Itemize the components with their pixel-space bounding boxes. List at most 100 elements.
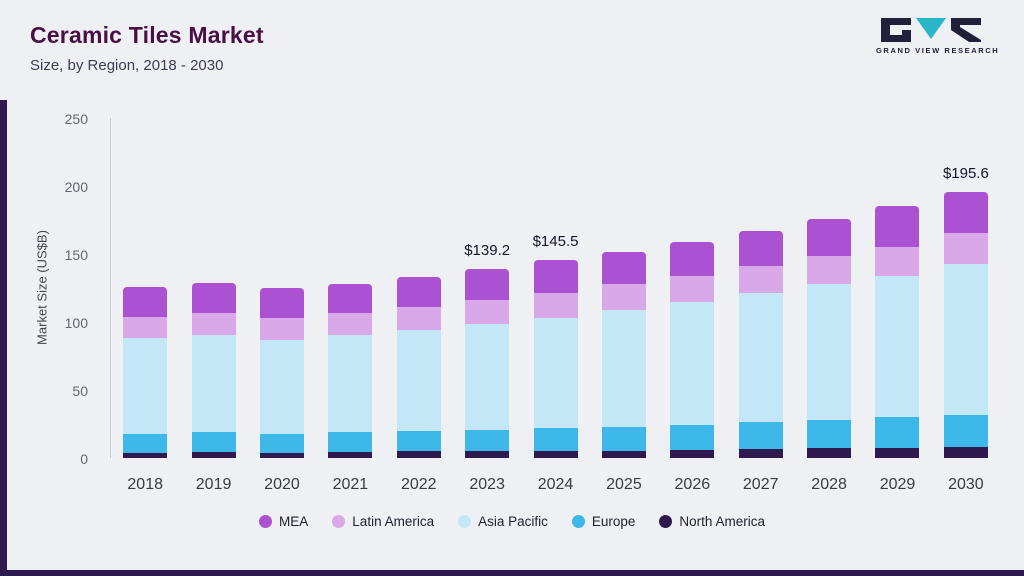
- x-axis-label-2028: 2028: [811, 476, 847, 493]
- y-tick-label: 50: [72, 383, 88, 399]
- bar-segment-europe: [328, 431, 373, 452]
- bar-segment-asia-pacific: [123, 338, 168, 434]
- legend-label-europe: Europe: [591, 514, 636, 529]
- bar-slot-2027: 2027: [727, 118, 795, 493]
- bar-segment-europe: [259, 433, 304, 453]
- bar-segment-north-america: [259, 452, 304, 458]
- stacked-bar-2027: [738, 230, 783, 458]
- legend: MEA Latin America Asia Pacific Europe North …: [0, 514, 1024, 529]
- bar-segment-mea: [670, 241, 715, 276]
- bar-segment-europe: [123, 433, 168, 453]
- bar-segment-latin-america: [259, 317, 304, 340]
- bar-segment-north-america: [533, 450, 578, 458]
- legend-item-europe: Europe: [571, 514, 636, 529]
- x-axis-label-2018: 2018: [127, 476, 163, 493]
- bar-segment-north-america: [191, 451, 236, 458]
- bar-segment-latin-america: [738, 265, 783, 293]
- bar-segment-asia-pacific: [670, 302, 715, 425]
- bar-segment-north-america: [738, 449, 783, 458]
- legend-swatch-asia-pacific: [458, 515, 472, 528]
- bar-segment-asia-pacific: [259, 339, 304, 434]
- bar-segment-mea: [943, 192, 988, 233]
- stacked-bar-2028: [807, 218, 852, 458]
- bar-segment-north-america: [328, 451, 373, 458]
- bar-segment-latin-america: [670, 275, 715, 303]
- bar-segment-europe: [396, 430, 441, 452]
- x-axis-label-2020: 2020: [264, 476, 300, 493]
- grand-view-research-logo: GRAND VIEW RESEARCH: [876, 18, 1000, 55]
- stacked-bar-2020: [259, 288, 304, 458]
- legend-swatch-mea: [259, 515, 273, 528]
- bar-segment-mea: [191, 282, 236, 313]
- bar-segment-europe: [738, 421, 783, 450]
- left-accent-bar: [0, 100, 7, 576]
- x-axis-label-2029: 2029: [879, 476, 916, 493]
- legend-item-asia-pacific: Asia Pacific: [458, 514, 548, 529]
- bar-segment-europe: [533, 428, 578, 451]
- bar-segment-north-america: [875, 447, 920, 458]
- bar-segment-north-america: [601, 450, 646, 458]
- x-axis-label-2022: 2022: [400, 476, 437, 493]
- bar-slot-2023: $139.2 2023: [453, 118, 521, 493]
- bar-segment-north-america: [807, 448, 852, 458]
- legend-swatch-north-america: [659, 515, 673, 528]
- y-tick-label: 250: [64, 111, 88, 127]
- legend-label-asia-pacific: Asia Pacific: [478, 514, 548, 529]
- value-label-2030: $195.6: [942, 164, 989, 182]
- legend-swatch-latin-america: [332, 515, 346, 528]
- legend-item-mea: MEA: [259, 514, 308, 529]
- logo-text: GRAND VIEW RESEARCH: [876, 46, 1000, 55]
- bar-segment-asia-pacific: [465, 324, 510, 431]
- stacked-bar-2021: [328, 283, 373, 458]
- gvr-logo-icon: [881, 18, 981, 42]
- bar-segment-latin-america: [396, 307, 441, 331]
- x-axis-label-2023: 2023: [469, 476, 505, 493]
- stacked-bar-2026: [670, 241, 715, 458]
- stacked-bar-2024: [533, 260, 578, 458]
- bar-segment-mea: [738, 230, 783, 266]
- stacked-bar-2025: [601, 252, 646, 458]
- bar-segment-latin-america: [533, 292, 578, 318]
- bar-segment-asia-pacific: [191, 334, 236, 432]
- value-label-2024: $145.5: [532, 233, 579, 251]
- stacked-bar-2029: [875, 206, 920, 458]
- bar-segment-europe: [670, 424, 715, 450]
- stacked-bar-2018: [123, 286, 168, 458]
- bar-slot-2022: 2022: [385, 118, 453, 493]
- bottom-accent-bar: [0, 570, 1024, 576]
- bar-segment-latin-america: [875, 246, 920, 276]
- bar-slot-2026: 2026: [658, 118, 726, 493]
- bar-segment-europe: [601, 426, 646, 451]
- bar-segment-europe: [875, 417, 920, 448]
- bar-segment-north-america: [396, 451, 441, 458]
- legend-item-latin-america: Latin America: [332, 514, 434, 529]
- y-tick-label: 150: [64, 247, 88, 263]
- x-axis-label-2026: 2026: [674, 476, 711, 493]
- x-axis-label-2030: 2030: [948, 476, 984, 493]
- bar-segment-mea: [396, 277, 441, 308]
- bar-segment-asia-pacific: [601, 309, 646, 427]
- y-tick-label: 0: [80, 451, 88, 467]
- legend-swatch-europe: [571, 515, 585, 528]
- bar-slot-2021: 2021: [316, 118, 384, 493]
- header: Ceramic Tiles Market Size, by Region, 20…: [30, 22, 994, 74]
- stacked-bar-2022: [396, 277, 441, 458]
- bar-segment-latin-america: [328, 312, 373, 335]
- bar-segment-mea: [533, 260, 578, 293]
- y-axis-ticks: 0 50 100 150 200 250: [0, 111, 98, 467]
- bar-slot-2018: 2018: [111, 118, 179, 493]
- bar-segment-north-america: [465, 451, 510, 458]
- bar-segment-mea: [259, 288, 304, 318]
- x-axis-label-2021: 2021: [332, 476, 369, 493]
- bar-segment-mea: [328, 283, 373, 313]
- stacked-bar-2030: [943, 192, 988, 458]
- bar-segment-asia-pacific: [875, 275, 920, 418]
- bar-segment-north-america: [943, 447, 988, 458]
- bar-segment-north-america: [670, 449, 715, 458]
- bar-segment-mea: [465, 268, 510, 301]
- legend-label-north-america: North America: [679, 514, 765, 529]
- bar-segment-asia-pacific: [328, 334, 373, 432]
- bar-segment-latin-america: [601, 283, 646, 310]
- legend-label-mea: MEA: [279, 514, 309, 529]
